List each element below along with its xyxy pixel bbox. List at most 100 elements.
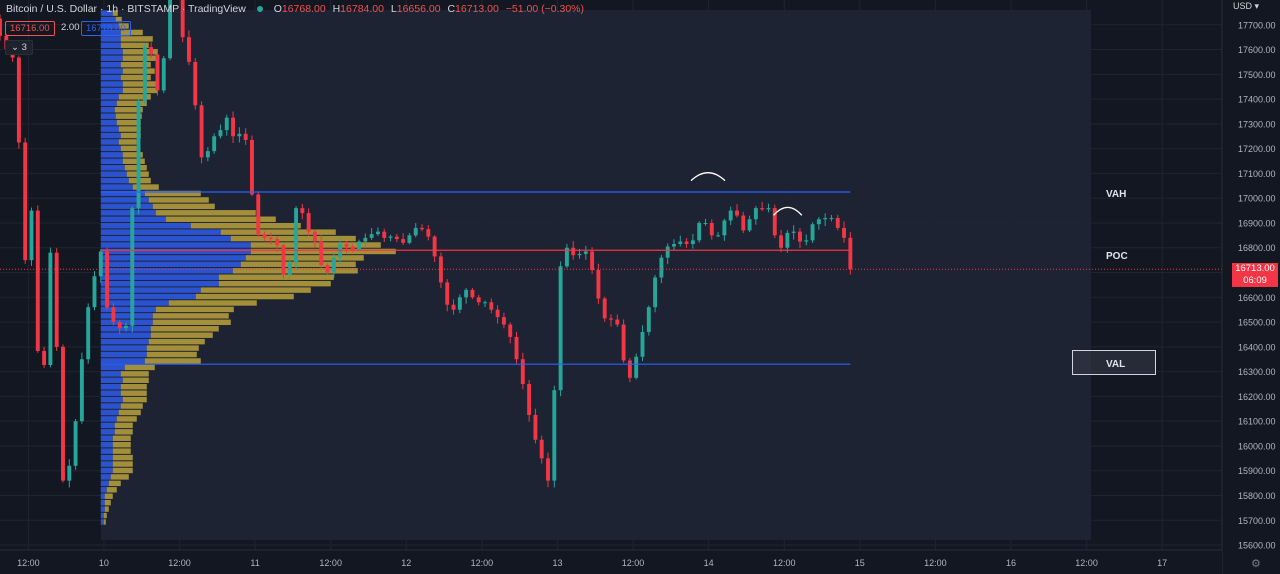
candle-body (199, 105, 204, 158)
vp-down-bar (122, 396, 147, 403)
candle-body (142, 47, 147, 102)
buy-button[interactable]: 16718.00 (81, 21, 131, 36)
time-tick-label: 12:00 (1075, 558, 1098, 568)
vp-up-bar (100, 364, 125, 371)
time-tick-label: 12:00 (622, 558, 645, 568)
vp-down-bar (120, 36, 153, 42)
vp-up-bar (100, 119, 117, 126)
vp-down-bar (114, 429, 133, 435)
vp-up-bar (100, 165, 125, 171)
candle-body (86, 307, 91, 360)
vp-up-bar (100, 338, 149, 345)
candle-body (79, 359, 84, 422)
candle-body (375, 231, 380, 235)
price-tick-label: 16300.00 (1238, 367, 1276, 377)
vp-up-bar (100, 87, 123, 94)
vp-up-bar (100, 126, 119, 132)
candle-body (823, 218, 828, 220)
vp-up-bar (100, 36, 121, 42)
candle-body (117, 322, 122, 329)
price-axis-bg (1222, 0, 1280, 574)
candle-body (98, 251, 103, 277)
vp-down-bar (120, 61, 151, 68)
time-tick-label: 16 (1006, 558, 1016, 568)
vp-up-bar (100, 261, 241, 268)
candle-body (388, 236, 393, 238)
vp-up-bar (100, 416, 117, 422)
candle-body (287, 262, 292, 275)
vp-down-bar (200, 287, 311, 293)
candle-body (678, 241, 683, 245)
settings-gear-icon[interactable]: ⚙ (1251, 558, 1261, 570)
candle-body (785, 232, 790, 248)
candle-body (609, 318, 613, 320)
vp-down-bar (112, 448, 131, 454)
vp-up-bar (100, 74, 121, 81)
vp-down-bar (122, 55, 158, 61)
price-tick-label: 16900.00 (1238, 218, 1276, 228)
vp-up-bar (100, 158, 123, 164)
candle-body (61, 346, 65, 481)
candle-body (224, 117, 229, 131)
vp-down-bar (155, 306, 234, 313)
candle-body (810, 224, 815, 241)
candle-body (168, 0, 173, 59)
candle-body (476, 297, 481, 303)
vp-down-bar (195, 293, 294, 300)
candle-body (596, 270, 601, 299)
vp-up-bar (100, 29, 121, 36)
val-label-box (1072, 350, 1156, 375)
vp-down-bar (165, 216, 276, 222)
candle-body (457, 297, 462, 310)
vp-down-bar (104, 506, 109, 512)
candle-body (564, 247, 569, 267)
symbol-title[interactable]: Bitcoin / U.S. Dollar · 1h · BITSTAMP · … (6, 3, 246, 15)
candle-body (0, 18, 2, 36)
vp-down-bar (168, 300, 257, 306)
candle-body (16, 57, 21, 143)
candle-body (294, 208, 299, 263)
vp-down-bar (146, 345, 199, 351)
vp-up-bar (100, 268, 233, 274)
candle-body (501, 317, 506, 325)
vp-up-bar (100, 23, 119, 29)
caret-down-icon: ▾ (1254, 1, 1260, 11)
currency-label: USD (1233, 1, 1253, 11)
vp-down-bar (152, 203, 215, 210)
vp-up-bar (100, 94, 119, 100)
candle-body (281, 245, 286, 275)
vp-up-bar (100, 210, 156, 216)
time-tick-label: 12:00 (319, 558, 342, 568)
price-tick-label: 16500.00 (1238, 318, 1276, 328)
vp-down-bar (122, 158, 145, 164)
candle-body (451, 304, 456, 310)
candle-body (262, 234, 267, 238)
candle-body (470, 289, 475, 298)
vp-up-bar (100, 332, 151, 338)
candle-body (520, 359, 525, 385)
vp-down-bar (120, 145, 137, 152)
vp-down-bar (120, 403, 143, 409)
candle-body (231, 117, 236, 137)
vp-up-bar (100, 235, 231, 242)
bar-countdown: 06:09 (1243, 275, 1267, 286)
candle-body (149, 47, 154, 55)
price-tick-label: 17200.00 (1238, 144, 1276, 154)
vp-down-bar (220, 229, 336, 235)
candle-body (369, 234, 374, 238)
candle-body (363, 237, 368, 242)
candle-body (583, 251, 588, 254)
vp-up-bar (100, 49, 123, 55)
vp-down-bar (144, 190, 201, 197)
low-value: 16656.00 (396, 3, 441, 15)
time-tick-label: 12:00 (773, 558, 796, 568)
indicators-toggle[interactable]: ⌄ 3 (5, 40, 33, 55)
candle-body (722, 220, 727, 236)
sell-button[interactable]: 16716.00 (5, 21, 55, 36)
time-axis[interactable]: 12:00 10 12:00 11 12:00 12 12:00 13 12:00 14 12:00… (0, 549, 1222, 574)
currency-selector[interactable]: USD ▾ (1233, 1, 1259, 12)
vp-down-bar (122, 377, 149, 384)
poc-label: POC (1106, 251, 1128, 262)
price-axis[interactable]: 15600.00 15700.00 15800.00 15900.00 16000.00… (1221, 0, 1280, 574)
